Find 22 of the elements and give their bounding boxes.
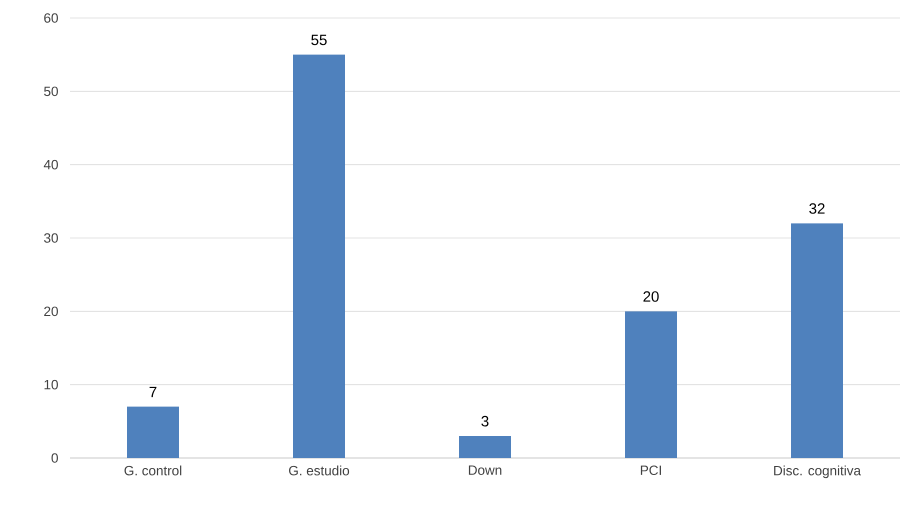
y-tick-label: 50 [44, 86, 58, 96]
bar [127, 406, 179, 458]
x-tick-label: G. estudio [289, 466, 350, 476]
y-tick-label: 0 [52, 453, 58, 463]
x-tick-label: Disc. cognitiva [774, 466, 861, 478]
data-label: 55 [311, 34, 327, 46]
data-label: 32 [809, 203, 825, 214]
bar [625, 311, 678, 458]
bar [293, 54, 345, 458]
x-tick-label: G. control [124, 466, 182, 476]
y-tick-label: 60 [44, 13, 58, 23]
y-tick-label: 20 [44, 306, 58, 316]
y-tick-label: 40 [44, 160, 58, 170]
data-label: 20 [643, 291, 659, 302]
y-tick-label: 30 [44, 233, 58, 243]
data-label: 3 [481, 416, 489, 426]
y-tick-label: 10 [44, 380, 58, 390]
bar [459, 436, 512, 458]
data-label: 7 [150, 386, 156, 398]
x-tick-label: Down [468, 466, 502, 475]
x-tick-label: PCI [640, 466, 661, 476]
bar [791, 223, 844, 458]
